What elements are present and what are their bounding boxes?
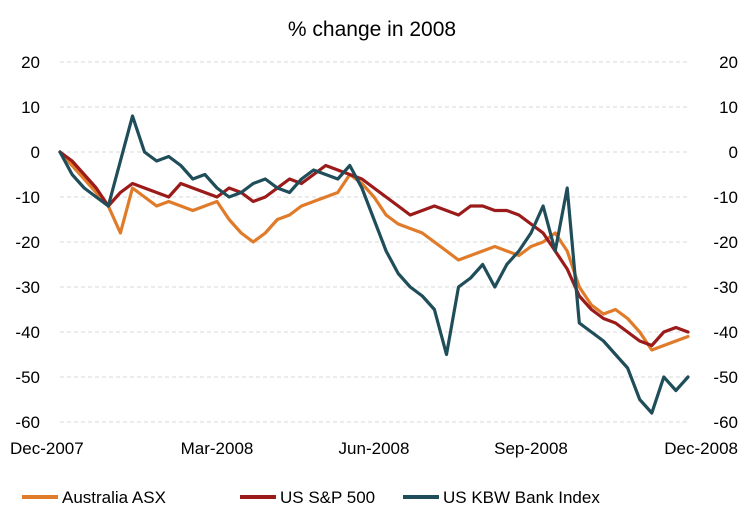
y-tick-label-right: -20 — [713, 233, 738, 252]
y-tick-label-right: 0 — [729, 143, 738, 162]
y-tick-label-left: 10 — [21, 98, 40, 117]
y-tick-label-left: 0 — [31, 143, 40, 162]
y-tick-label-left: -50 — [15, 368, 40, 387]
bottom-axis: Dec-2007 Mar-2008 Jun-2008 Sep-2008 Dec-2008 — [10, 439, 738, 458]
legend-label: US S&P 500 — [280, 488, 375, 507]
x-tick-label: Mar-2008 — [181, 439, 254, 458]
series-layer — [58, 114, 690, 415]
y-tick-label-right: -30 — [713, 278, 738, 297]
y-tick-label-left: -10 — [15, 188, 40, 207]
y-tick-label-left: -20 — [15, 233, 40, 252]
y-tick-label-right: 10 — [719, 98, 738, 117]
chart-title: % change in 2008 — [288, 18, 456, 41]
y-tick-label-right: -60 — [713, 413, 738, 432]
right-axis: 20 10 0 -10 -20 -30 -40 -50 -60 — [713, 53, 738, 432]
legend-label: Australia ASX — [62, 488, 166, 507]
x-tick-label: Jun-2008 — [339, 439, 410, 458]
x-tick-label: Dec-2008 — [664, 439, 738, 458]
y-tick-label-right: -50 — [713, 368, 738, 387]
y-tick-label-left: -30 — [15, 278, 40, 297]
legend: Australia ASX US S&P 500 US KBW Bank Index — [22, 488, 600, 507]
y-tick-label-left: -40 — [15, 323, 40, 342]
y-tick-label-right: 20 — [719, 53, 738, 72]
y-tick-label-left: -60 — [15, 413, 40, 432]
y-tick-label-left: 20 — [21, 53, 40, 72]
series-line-australia-asx — [58, 150, 690, 352]
series-line-us-kbw-bank-index — [58, 114, 690, 415]
legend-label: US KBW Bank Index — [443, 488, 600, 507]
series-line-us-s-p-500 — [58, 150, 690, 348]
x-tick-label: Sep-2008 — [494, 439, 568, 458]
grid-layer — [60, 61, 688, 423]
y-tick-label-right: -40 — [713, 323, 738, 342]
x-tick-label: Dec-2007 — [10, 439, 84, 458]
left-axis: 20 10 0 -10 -20 -30 -40 -50 -60 — [15, 53, 40, 432]
y-tick-label-right: -10 — [713, 188, 738, 207]
